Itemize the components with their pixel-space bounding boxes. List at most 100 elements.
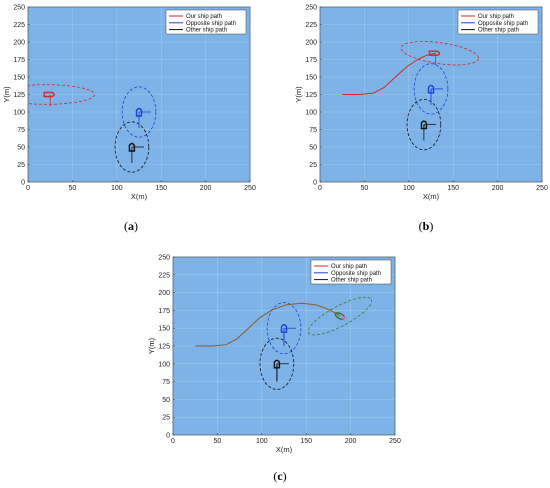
y-tick-label: 125 (305, 92, 317, 99)
ship-hull (428, 50, 441, 56)
ship-hull (427, 84, 435, 94)
plot-content (195, 296, 373, 390)
ship-hull (43, 91, 55, 98)
x-axis-label: X(m) (131, 192, 148, 201)
x-tick-label: 200 (200, 185, 212, 192)
panel-caption: (c) (273, 469, 286, 483)
panel-caption: (a) (124, 219, 138, 233)
legend-entry-label: Other ship path (331, 278, 372, 284)
y-tick-label: 25 (309, 162, 317, 169)
legend-entry-label: Other ship path (478, 28, 519, 34)
y-tick-label: 50 (162, 397, 170, 404)
y-tick-label: 150 (305, 75, 317, 82)
y-axis-label: Y(m) (2, 86, 11, 103)
x-tick-label: 150 (155, 185, 167, 192)
x-tick-label: 200 (345, 438, 357, 445)
ship-marker (334, 312, 347, 321)
y-tick-label: 175 (13, 57, 25, 64)
ship-domain-ellipse (121, 86, 157, 138)
ship-path-line (342, 52, 436, 95)
x-tick-label: 100 (111, 185, 123, 192)
y-tick-label: 0 (166, 433, 170, 440)
y-tick-label: 150 (158, 326, 170, 333)
ship-marker (420, 120, 436, 141)
ship-marker (128, 142, 144, 163)
y-tick-label: 200 (305, 40, 317, 47)
y-tick-label: 200 (13, 40, 25, 47)
y-tick-label: 100 (13, 110, 25, 117)
ship-marker (427, 84, 443, 105)
ship-domain-ellipse (406, 98, 442, 151)
ship-marker (280, 324, 296, 345)
ship-domain-ellipse (266, 302, 302, 355)
x-tick-label: 50 (214, 438, 222, 445)
x-tick-label: 100 (403, 185, 415, 192)
y-tick-label: 225 (158, 272, 170, 279)
chart-panel-c: 0 50 100 150 200 250 0 25 50 75 100 125 150 175 200 225… (147, 255, 401, 455)
y-tick-label: 175 (305, 57, 317, 64)
ship-hull (135, 107, 143, 117)
panel-caption: (b) (419, 219, 434, 233)
y-tick-label: 175 (158, 308, 170, 315)
ship-domain-ellipse (114, 121, 150, 173)
y-axis-label: Y(m) (294, 86, 303, 103)
y-tick-label: 100 (305, 110, 317, 117)
y-tick-label: 50 (17, 145, 25, 152)
y-tick-label: 150 (13, 75, 25, 82)
legend-entry-label: Other ship path (186, 28, 227, 34)
ship-path-line (195, 302, 341, 347)
x-tick-label: 50 (361, 185, 369, 192)
y-tick-label: 125 (158, 344, 170, 351)
x-tick-label: 0 (26, 185, 30, 192)
x-tick-label: 250 (536, 185, 548, 192)
ship-marker (135, 107, 151, 128)
ship-hull (280, 324, 288, 333)
y-tick-label: 200 (158, 290, 170, 297)
x-tick-label: 250 (389, 438, 401, 445)
legend-entry-label: Our ship path (186, 14, 222, 20)
y-tick-label: 250 (158, 255, 170, 262)
x-tick-label: 250 (244, 185, 256, 192)
y-tick-label: 100 (158, 361, 170, 368)
y-tick-label: 250 (13, 5, 25, 12)
x-tick-label: 150 (300, 438, 312, 445)
ship-domain-ellipse (413, 63, 449, 115)
x-tick-label: 150 (447, 185, 459, 192)
legend-entry-label: Opposite ship path (186, 21, 236, 27)
x-tick-label: 0 (171, 438, 175, 445)
legend-entry-label: Opposite ship path (331, 271, 381, 277)
y-tick-label: 75 (17, 127, 25, 134)
y-axis-label: Y(m) (147, 337, 156, 354)
ship-domain-ellipse (259, 337, 295, 390)
y-tick-label: 250 (305, 5, 317, 12)
y-tick-label: 125 (13, 92, 25, 99)
y-tick-label: 0 (21, 180, 25, 187)
ship-domain-ellipse (307, 296, 373, 336)
y-tick-label: 225 (305, 22, 317, 29)
y-tick-label: 225 (13, 22, 25, 29)
ship-marker (428, 50, 441, 66)
legend-entry-label: Our ship path (478, 14, 514, 20)
plot-content (28, 84, 157, 173)
legend-entry-label: Opposite ship path (478, 21, 528, 27)
y-tick-label: 0 (313, 180, 317, 187)
y-tick-label: 75 (309, 127, 317, 134)
y-tick-label: 50 (309, 145, 317, 152)
ship-hull (420, 120, 428, 130)
x-tick-label: 200 (492, 185, 504, 192)
x-tick-label: 50 (69, 185, 77, 192)
ship-predicted-position (341, 316, 347, 321)
x-axis-label: X(m) (423, 192, 440, 201)
ship-hull (128, 142, 136, 152)
y-tick-label: 25 (162, 415, 170, 422)
ship-hull (273, 359, 281, 369)
ship-domain-ellipse (28, 84, 95, 105)
chart-panel-a: 0 50 100 150 200 250 0 25 50 75 100 125 150 175 200 225… (2, 5, 256, 202)
chart-panel-b: 0 50 100 150 200 250 0 25 50 75 100 125 150 175 200 225… (294, 5, 548, 202)
x-tick-label: 100 (256, 438, 268, 445)
legend-entry-label: Our ship path (331, 264, 367, 270)
ship-marker (273, 359, 289, 380)
